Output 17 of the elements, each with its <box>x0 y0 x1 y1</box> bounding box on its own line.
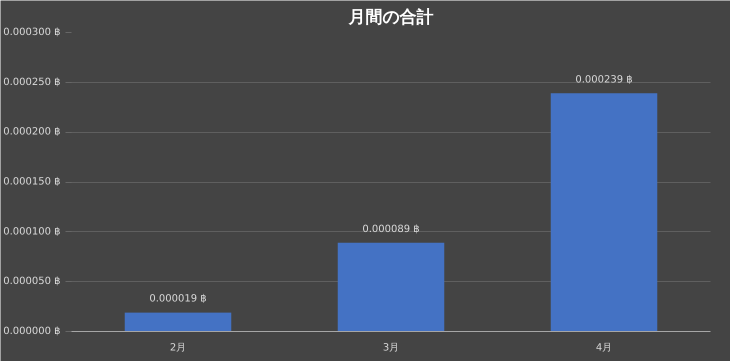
chart-title: 月間の合計 <box>348 8 434 28</box>
y-tick-label: 0.000100 ฿ <box>3 226 61 238</box>
y-tick-label: 0.000150 ฿ <box>3 176 61 188</box>
data-label: 0.000019 ฿ <box>149 294 207 305</box>
y-tick-label: 0.000050 ฿ <box>3 276 61 288</box>
x-tick-label: 4月 <box>596 342 612 354</box>
data-label: 0.000239 ฿ <box>575 74 633 86</box>
bar <box>338 242 444 332</box>
y-tick-label: 0.000300 ฿ <box>3 27 61 38</box>
y-tick-label: 0.000000 ฿ <box>3 326 61 337</box>
bar <box>550 93 658 332</box>
bar <box>124 312 232 332</box>
x-tick-label: 3月 <box>382 342 400 354</box>
y-tick-label: 0.000250 ฿ <box>3 76 61 88</box>
x-tick-label: 2月 <box>170 342 186 354</box>
y-tick-label: 0.000200 ฿ <box>3 126 61 138</box>
data-label: 0.000089 ฿ <box>362 224 420 235</box>
